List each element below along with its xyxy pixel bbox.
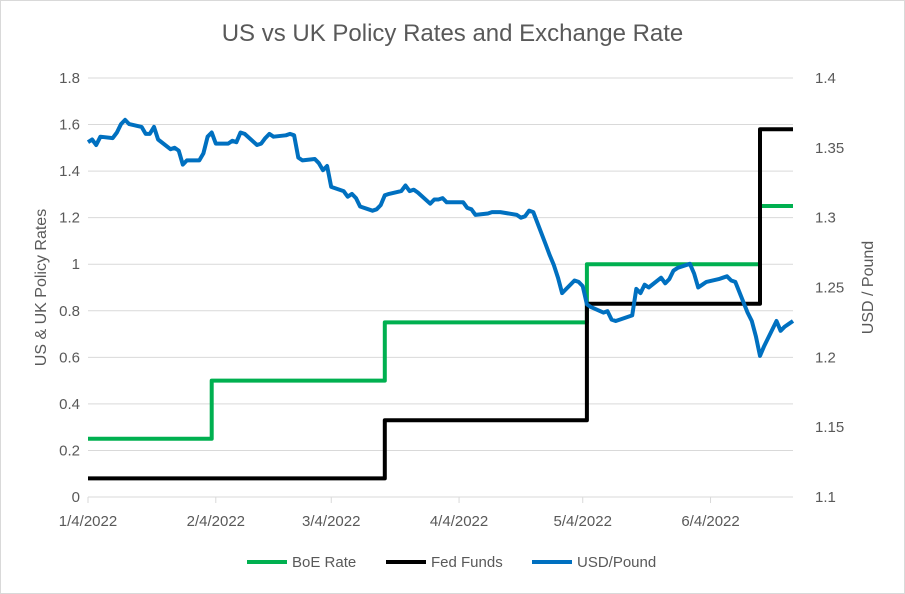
y-tick-label: 1 bbox=[72, 256, 80, 273]
y-tick-label: 1.8 bbox=[59, 70, 80, 87]
x-tick-label: 5/4/2022 bbox=[554, 513, 612, 530]
y2-tick-label: 1.1 bbox=[815, 489, 836, 506]
series-line-usd-pound bbox=[86, 117, 795, 358]
x-tick-label: 4/4/2022 bbox=[430, 513, 488, 530]
y-tick-label: 1.6 bbox=[59, 117, 80, 134]
x-tick-label: 3/4/2022 bbox=[302, 513, 360, 530]
legend-label: BoE Rate bbox=[292, 554, 356, 571]
gridlines bbox=[88, 77, 793, 451]
y2-tick-label: 1.3 bbox=[815, 210, 836, 227]
y2-tick-label: 1.2 bbox=[815, 349, 836, 366]
y-tick-label: 0.2 bbox=[59, 442, 80, 459]
y-tick-label: 0.4 bbox=[59, 396, 80, 413]
y-tick-label: 0.8 bbox=[59, 303, 80, 320]
y-tick-label: 1.4 bbox=[59, 163, 80, 180]
x-tick-label: 1/4/2022 bbox=[59, 513, 117, 530]
series-line-fed-funds bbox=[88, 127, 793, 481]
legend-label: USD/Pound bbox=[577, 554, 656, 571]
y-axis-title: US & UK Policy Rates bbox=[33, 209, 50, 366]
y2-tick-label: 1.35 bbox=[815, 140, 844, 157]
legend-label: Fed Funds bbox=[431, 554, 503, 571]
y-tick-label: 0.6 bbox=[59, 349, 80, 366]
y-tick-label: 1.2 bbox=[59, 210, 80, 227]
axes: 0 0.2 0.4 0.6 0.8 1 1.2 1.4 1.6 1.8 1.1 1.15 1.2 1.25… bbox=[33, 70, 877, 530]
y2-tick-label: 1.25 bbox=[815, 280, 844, 297]
chart-title: US vs UK Policy Rates and Exchange Rate bbox=[221, 20, 684, 47]
y2-axis-title: USD / Pound bbox=[860, 241, 877, 334]
y2-tick-label: 1.15 bbox=[815, 419, 844, 436]
x-tick-label: 6/4/2022 bbox=[681, 513, 739, 530]
y2-tick-label: 1.4 bbox=[815, 70, 836, 87]
y-tick-label: 0 bbox=[72, 489, 80, 506]
series bbox=[86, 117, 795, 481]
x-tick-label: 2/4/2022 bbox=[187, 513, 245, 530]
legend: BoE Rate Fed Funds USD/Pound bbox=[247, 554, 656, 571]
